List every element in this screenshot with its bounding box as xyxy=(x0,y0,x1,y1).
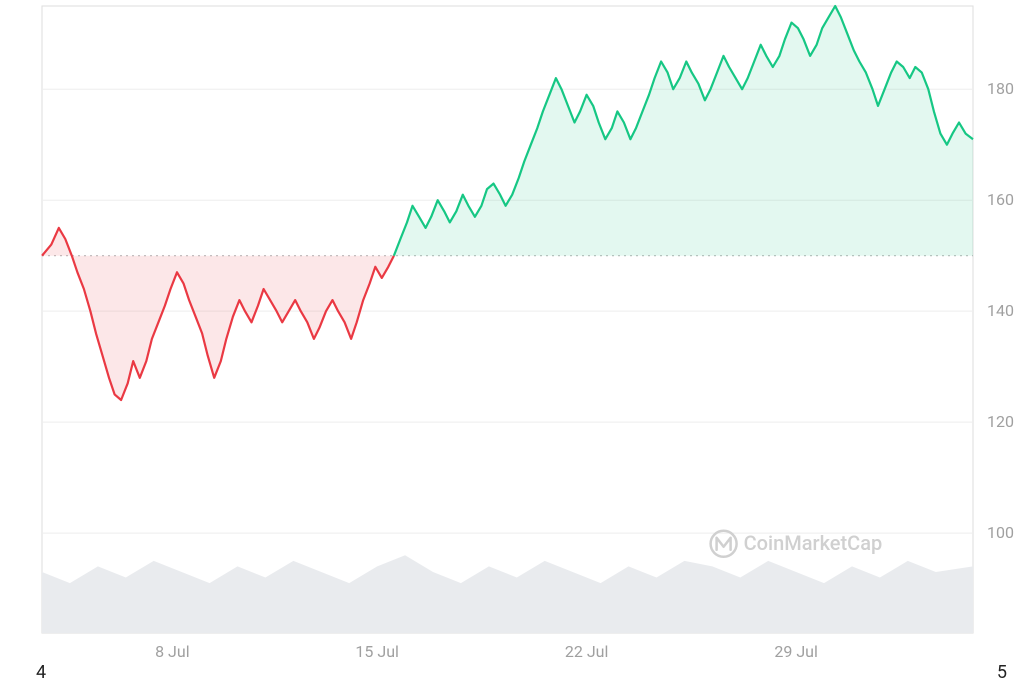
price-chart[interactable]: 100 120 140 160 180 8 Jul 15 Jul 22 Jul 29 Jul 4 5… xyxy=(0,0,1024,683)
x-tick-label: 8 Jul xyxy=(155,642,190,661)
watermark: CoinMarketCap xyxy=(711,531,883,557)
svg-text:CoinMarketCap: CoinMarketCap xyxy=(744,531,883,555)
bottom-left-label: 4 xyxy=(36,662,46,683)
y-tick-label: 160 xyxy=(987,190,1014,209)
y-tick-label: 180 xyxy=(987,79,1014,98)
volume-area xyxy=(42,555,973,633)
x-tick-label: 15 Jul xyxy=(355,642,399,661)
y-tick-label: 100 xyxy=(987,523,1014,542)
y-tick-label: 120 xyxy=(987,412,1014,431)
bottom-right-label: 5 xyxy=(997,662,1007,683)
chart-svg: 100 120 140 160 180 8 Jul 15 Jul 22 Jul 29 Jul 4 5… xyxy=(0,0,1024,683)
x-tick-label: 29 Jul xyxy=(774,642,818,661)
y-tick-label: 140 xyxy=(987,301,1014,320)
x-tick-label: 22 Jul xyxy=(565,642,609,661)
